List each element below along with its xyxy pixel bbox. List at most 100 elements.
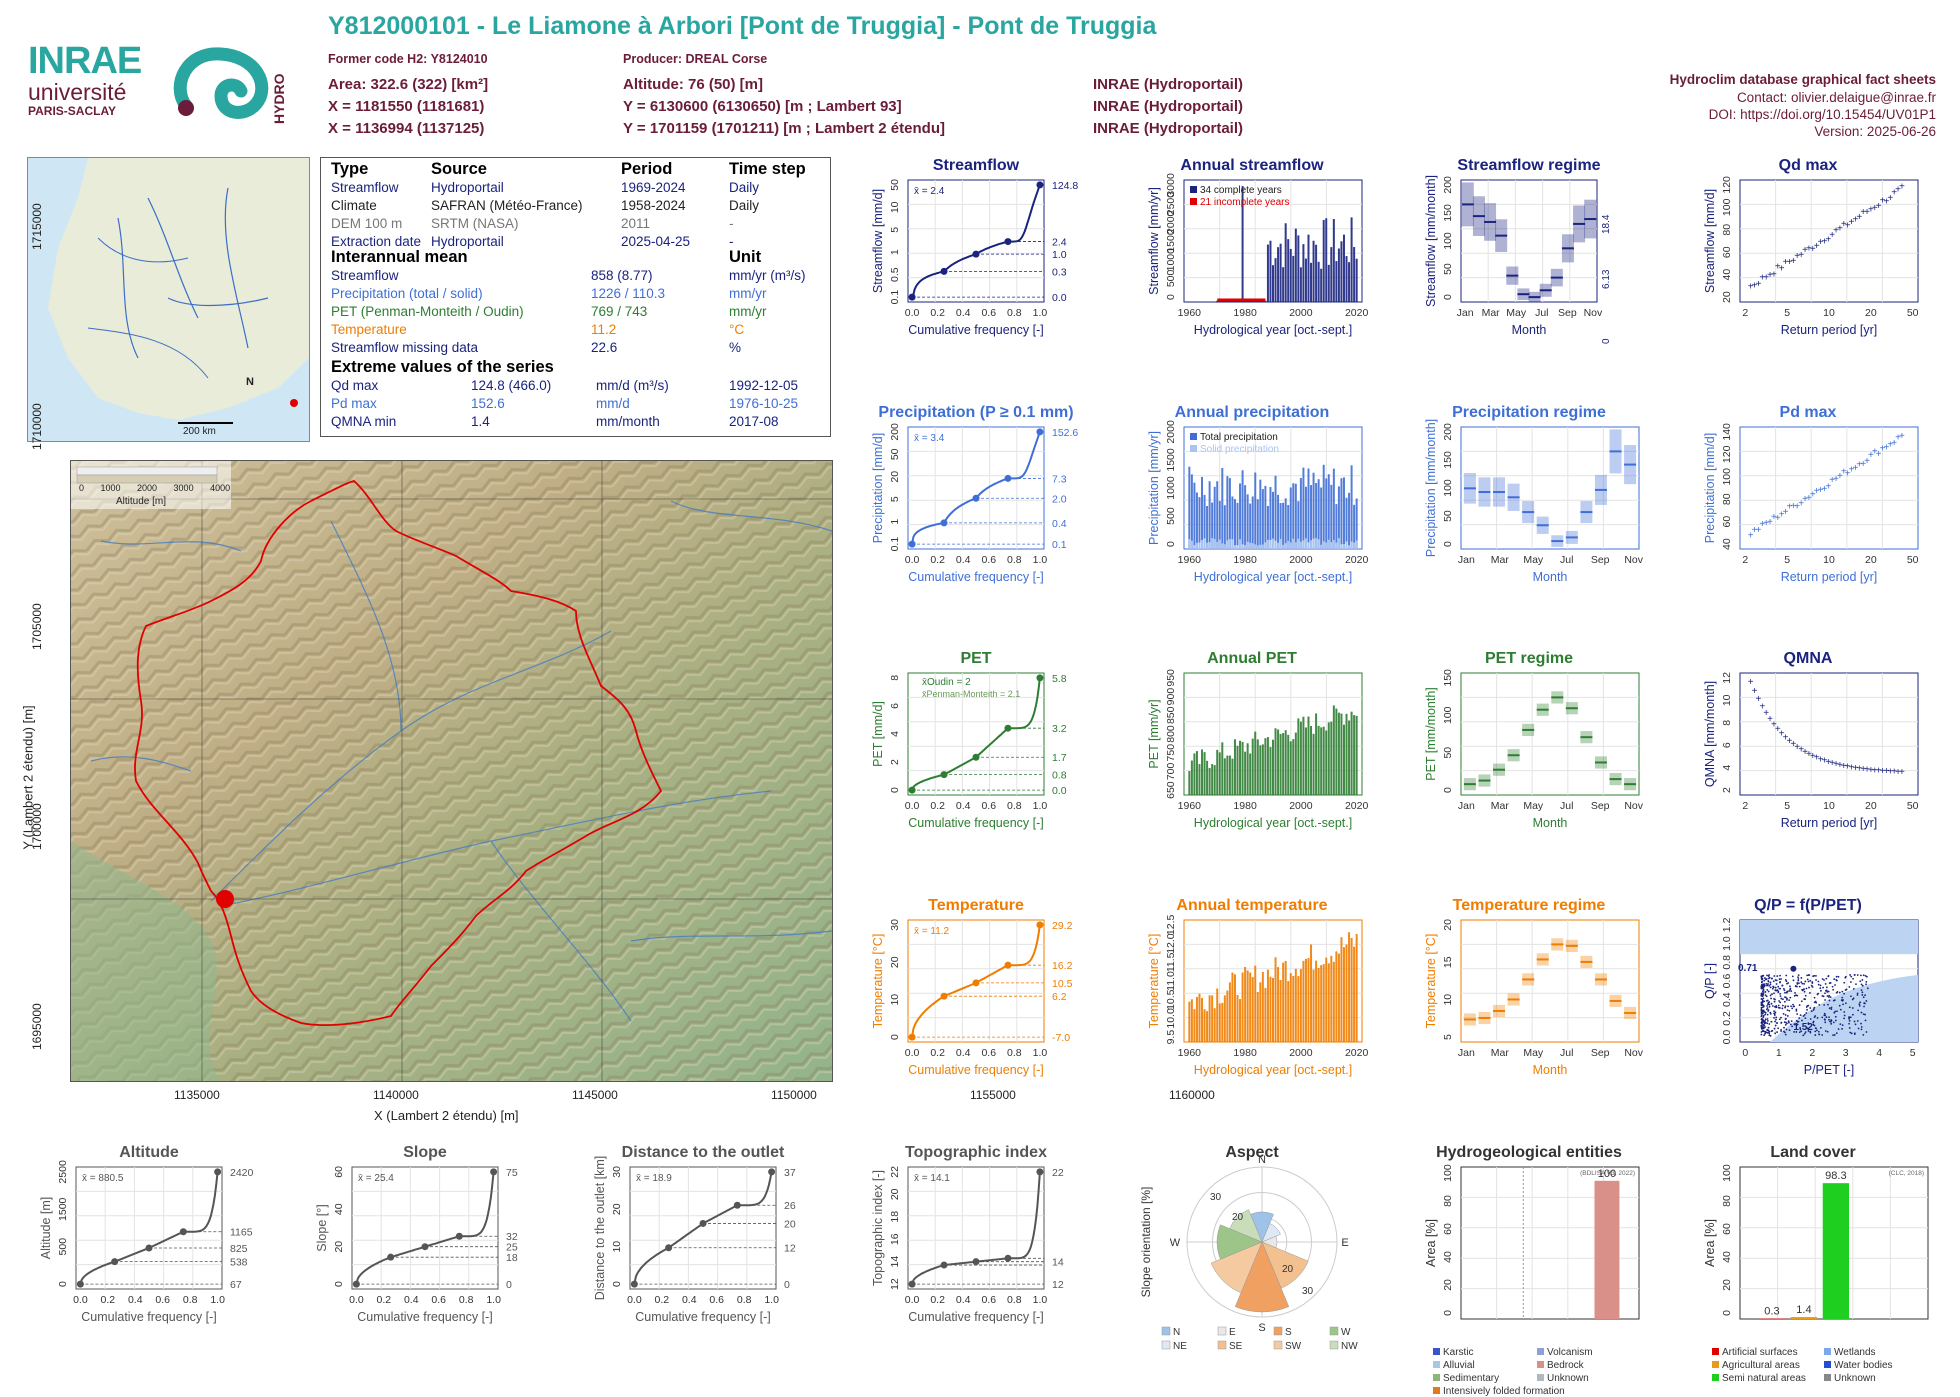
- tick-label: 60: [333, 1166, 345, 1178]
- year-bar: [1256, 992, 1259, 1042]
- quantile-point: [1004, 474, 1012, 482]
- qp-point: [1761, 1006, 1764, 1009]
- mean-unit: mm/yr (m³/s): [729, 268, 806, 283]
- qp-point: [1785, 999, 1788, 1001]
- year-bar: [1350, 217, 1353, 302]
- year-bar: [1249, 503, 1252, 549]
- row-timestep: Daily: [729, 180, 760, 195]
- qp-point: [1807, 1022, 1810, 1025]
- qp-point: [1760, 987, 1763, 990]
- qp-point: [1767, 990, 1770, 993]
- qp-point: [1771, 1005, 1774, 1007]
- tick-label: 12.5: [1165, 915, 1177, 936]
- y-axis-label: Q/P [-]: [1703, 963, 1717, 999]
- legend-label: Artificial surfaces: [1722, 1347, 1798, 1358]
- tick-label: 1500: [57, 1197, 69, 1221]
- tick-label: 1: [1776, 1047, 1782, 1059]
- map-y-tick: 1700000: [30, 803, 44, 850]
- qp-point: [1771, 977, 1773, 980]
- quantile-point: [1036, 428, 1044, 436]
- tick-label: 900: [1165, 688, 1177, 706]
- qp-point: [1859, 980, 1862, 983]
- extreme-date: 1976-10-25: [729, 396, 799, 411]
- return-point: +: [1845, 220, 1851, 231]
- y-lambert2e: Y = 1701159 (1701211) [m ; Lambert 2 éte…: [623, 120, 945, 137]
- year-bar: [1231, 496, 1234, 549]
- year-bar: [1327, 474, 1330, 549]
- tick-label: 0.4: [956, 307, 971, 319]
- qp-point: [1792, 1003, 1794, 1006]
- return-point: +: [1790, 256, 1796, 267]
- qp-point: [1808, 986, 1810, 989]
- solid-bar: [1297, 538, 1300, 549]
- plot-frame: [351, 1166, 499, 1290]
- qp-point: [1797, 979, 1800, 982]
- year-bar: [1206, 1011, 1209, 1042]
- y-axis-label: Temperature [°C]: [871, 934, 885, 1029]
- return-point: +: [1849, 217, 1855, 228]
- tick-label: 10.0: [1165, 1008, 1177, 1029]
- return-point: +: [1872, 203, 1878, 214]
- qp-point: [1786, 982, 1788, 985]
- year-bar: [1277, 729, 1280, 795]
- qp-point: [1780, 978, 1783, 980]
- row-timestep: -: [729, 216, 734, 231]
- solid-bar: [1211, 538, 1214, 549]
- legend-swatch: [1537, 1361, 1544, 1368]
- legend-label: Semi natural areas: [1722, 1373, 1806, 1384]
- solid-bar: [1342, 544, 1345, 549]
- tick-label: 500: [1165, 269, 1177, 287]
- qp-point: [1852, 977, 1854, 980]
- right-tick-label: 1165: [230, 1227, 253, 1239]
- table-row: Climate SAFRAN (Météo-France) 1958-2024 Dai…: [321, 198, 830, 216]
- tick-label: 0: [889, 1034, 901, 1040]
- year-bar: [1241, 972, 1244, 1042]
- chart-title: Topographic index: [905, 1144, 1047, 1161]
- year-bar: [1289, 487, 1292, 549]
- table-row: PET (Penman-Monteith / Oudin) 769 / 743 mm…: [321, 304, 830, 322]
- qp-point: [1811, 981, 1814, 983]
- tick-label: 2: [1742, 800, 1748, 812]
- qp-point: [1824, 999, 1826, 1001]
- qp-point: [1856, 1020, 1859, 1022]
- qp-point: [1849, 974, 1852, 976]
- qp-point: [1838, 991, 1841, 994]
- qp-point: [1780, 1016, 1782, 1019]
- right-tick-label: 22: [1052, 1167, 1064, 1179]
- right-tick-label: 0.1: [1052, 539, 1067, 551]
- table-row: Extraction date Hydroportail 2025-04-25 -: [321, 234, 830, 252]
- qp-point: [1852, 987, 1855, 990]
- qp-point: [1789, 1023, 1792, 1026]
- source-3: INRAE (Hydroportail): [1093, 120, 1243, 137]
- tick-label: 15: [1442, 956, 1454, 968]
- year-bar: [1213, 1008, 1216, 1042]
- solid-bar: [1223, 544, 1226, 549]
- tick-label: 150: [1442, 204, 1454, 222]
- solid-bar: [1233, 545, 1236, 549]
- year-bar: [1337, 486, 1340, 549]
- tick-label: 200: [1442, 423, 1454, 441]
- solid-bar: [1201, 539, 1204, 549]
- hdr-source: Source: [431, 160, 487, 178]
- solid-bar: [1322, 541, 1325, 549]
- qp-point: [1810, 984, 1813, 987]
- db-title: Hydroclim database graphical fact sheets: [1669, 72, 1936, 87]
- year-bar: [1322, 964, 1325, 1042]
- solid-bar: [1208, 542, 1211, 549]
- source-note: (CLC, 2018): [1889, 1170, 1924, 1177]
- qp-point: [1797, 976, 1799, 978]
- year-bar: [1310, 944, 1313, 1042]
- qp-point: [1768, 1001, 1771, 1003]
- table-row: Streamflow missing data 22.6%: [321, 340, 830, 358]
- year-bar: [1294, 483, 1297, 549]
- return-point: +: [1853, 214, 1859, 225]
- chart-title: Temperature regime: [1453, 897, 1606, 914]
- qp-point: [1830, 1019, 1833, 1021]
- qp-point: [1766, 999, 1769, 1002]
- quantile-point: [940, 771, 948, 779]
- year-bar: [1345, 256, 1348, 302]
- qp-point: [1797, 1020, 1800, 1023]
- map-y-tick: 1715000: [30, 203, 44, 250]
- qp-point: [1835, 1032, 1838, 1034]
- tick-label: 0.6: [431, 1294, 446, 1306]
